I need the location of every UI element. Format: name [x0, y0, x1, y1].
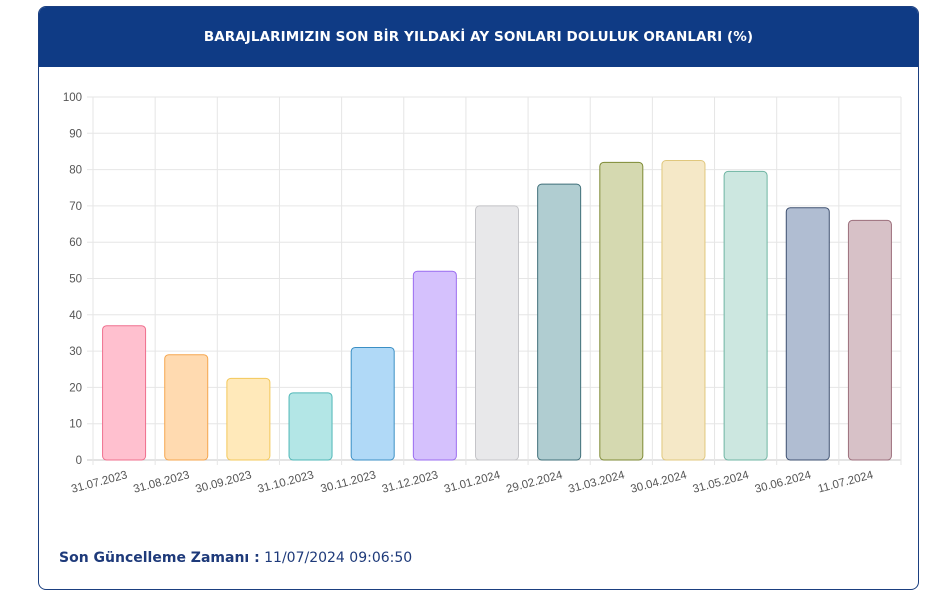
- chart-card: BARAJLARIMIZIN SON BİR YILDAKİ AY SONLAR…: [38, 6, 919, 590]
- chart-title: BARAJLARIMIZIN SON BİR YILDAKİ AY SONLAR…: [203, 29, 754, 45]
- chart-header: BARAJLARIMIZIN SON BİR YILDAKİ AY SONLAR…: [39, 7, 918, 67]
- bar-31-03-2024[interactable]: [599, 161, 644, 461]
- y-tick-label: 70: [69, 201, 82, 213]
- bar-30-11-2023[interactable]: [350, 346, 395, 461]
- bar-31-12-2023[interactable]: [412, 270, 457, 461]
- bar-31-05-2024[interactable]: [723, 170, 768, 461]
- x-tick-label: 31.07.2023: [70, 469, 129, 495]
- last-update: Son Güncelleme Zamanı : 11/07/2024 09:06…: [59, 550, 412, 566]
- x-tick-label: 30.11.2023: [319, 469, 377, 495]
- bar-chart: 0 10 20 30 40 50 60 70 80 90 100 31.07.2023 31.08.2…: [63, 92, 902, 496]
- x-tick-label: 30.04.2024: [629, 469, 688, 496]
- y-tick-label: 10: [69, 419, 82, 431]
- x-tick-label: 30.06.2024: [754, 469, 813, 496]
- x-tick-label: 30.09.2023: [194, 469, 253, 495]
- x-tick-label: 31.08.2023: [132, 469, 191, 495]
- x-tick-label: 31.12.2023: [381, 469, 440, 495]
- bars: [102, 160, 892, 461]
- bar-11-07-2024[interactable]: [847, 219, 892, 461]
- last-update-label: Son Güncelleme Zamanı :: [59, 550, 260, 566]
- bar-30-04-2024[interactable]: [661, 160, 706, 461]
- x-tick-label: 31.01.2024: [443, 469, 502, 496]
- y-tick-label: 90: [69, 128, 82, 140]
- bar-29-02-2024[interactable]: [537, 183, 582, 461]
- y-tick-label: 0: [76, 455, 82, 467]
- y-tick-label: 100: [63, 92, 82, 104]
- bar-31-07-2023[interactable]: [102, 325, 147, 461]
- last-update-value: 11/07/2024 09:06:50: [264, 550, 413, 566]
- bar-31-10-2023[interactable]: [288, 392, 333, 461]
- x-tick-label: 31.03.2024: [567, 469, 626, 496]
- y-axis-ticks: 0 10 20 30 40 50 60 70 80 90 100: [63, 92, 82, 467]
- x-tick-label: 31.05.2024: [692, 469, 751, 496]
- y-tick-label: 20: [69, 382, 82, 394]
- bar-31-01-2024[interactable]: [475, 205, 519, 461]
- y-tick-label: 50: [69, 274, 82, 286]
- y-tick-label: 40: [69, 310, 82, 322]
- y-tick-label: 60: [69, 237, 82, 249]
- x-tick-label: 31.10.2023: [256, 469, 315, 495]
- y-tick-label: 30: [69, 346, 82, 358]
- x-tick-label: 11.07.2024: [817, 469, 875, 495]
- bar-31-08-2023[interactable]: [164, 354, 209, 461]
- y-tick-label: 80: [69, 165, 82, 177]
- x-tick-label: 29.02.2024: [505, 469, 564, 496]
- bar-30-06-2024[interactable]: [785, 207, 830, 461]
- x-axis-ticks: 31.07.2023 31.08.2023 30.09.2023 31.10.2023…: [70, 469, 875, 496]
- bar-30-09-2023[interactable]: [226, 377, 271, 461]
